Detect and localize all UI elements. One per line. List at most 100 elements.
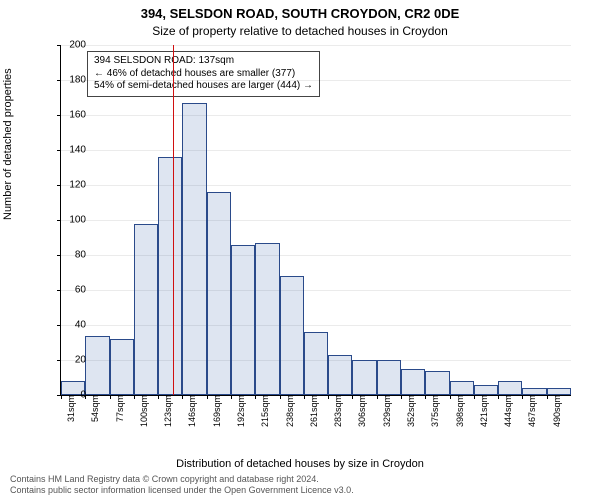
xtick-label: 398sqm	[455, 395, 465, 427]
xtick-mark	[304, 395, 305, 399]
annotation-line: 54% of semi-detached houses are larger (…	[94, 80, 313, 93]
footer-attribution: Contains HM Land Registry data © Crown c…	[10, 474, 354, 496]
xtick-mark	[352, 395, 353, 399]
histogram-bar	[450, 381, 474, 395]
xtick-label: 261sqm	[309, 395, 319, 427]
xtick-mark	[474, 395, 475, 399]
histogram-bar	[425, 371, 449, 396]
gridline	[61, 45, 571, 46]
ytick-mark	[57, 325, 61, 326]
xtick-label: 192sqm	[236, 395, 246, 427]
annotation-box: 394 SELSDON ROAD: 137sqm ← 46% of detach…	[87, 51, 320, 97]
ytick-label: 80	[75, 250, 86, 261]
xtick-label: 31sqm	[66, 395, 76, 422]
histogram-bar	[474, 385, 498, 396]
chart-container: 394, SELSDON ROAD, SOUTH CROYDON, CR2 0D…	[0, 0, 600, 500]
ytick-label: 180	[69, 75, 86, 86]
xtick-mark	[450, 395, 451, 399]
xtick-label: 146sqm	[187, 395, 197, 427]
gridline	[61, 185, 571, 186]
ytick-label: 200	[69, 40, 86, 51]
xtick-label: 467sqm	[527, 395, 537, 427]
annotation-line: 394 SELSDON ROAD: 137sqm	[94, 55, 313, 68]
histogram-bar	[85, 336, 109, 396]
histogram-bar	[328, 355, 352, 395]
histogram-bar	[352, 360, 376, 395]
xtick-label: 306sqm	[357, 395, 367, 427]
footer-line: Contains HM Land Registry data © Crown c…	[10, 474, 354, 485]
ytick-mark	[57, 115, 61, 116]
xtick-label: 169sqm	[212, 395, 222, 427]
plot-area: 394 SELSDON ROAD: 137sqm ← 46% of detach…	[60, 45, 571, 396]
xtick-mark	[231, 395, 232, 399]
histogram-bar	[255, 243, 279, 395]
xtick-label: 421sqm	[479, 395, 489, 427]
histogram-bar	[280, 276, 304, 395]
xtick-label: 375sqm	[430, 395, 440, 427]
xtick-mark	[61, 395, 62, 399]
x-axis-label: Distribution of detached houses by size …	[0, 458, 600, 470]
gridline	[61, 150, 571, 151]
gridline	[61, 115, 571, 116]
histogram-bar	[182, 103, 206, 395]
xtick-label: 215sqm	[260, 395, 270, 427]
ytick-mark	[57, 185, 61, 186]
histogram-bar	[377, 360, 401, 395]
histogram-bar	[304, 332, 328, 395]
histogram-bar	[158, 157, 182, 395]
ytick-label: 60	[75, 285, 86, 296]
ytick-mark	[57, 150, 61, 151]
xtick-label: 490sqm	[552, 395, 562, 427]
xtick-mark	[255, 395, 256, 399]
ytick-mark	[57, 360, 61, 361]
gridline	[61, 220, 571, 221]
xtick-label: 100sqm	[139, 395, 149, 427]
xtick-mark	[522, 395, 523, 399]
gridline	[61, 80, 571, 81]
histogram-bar	[498, 381, 522, 395]
xtick-label: 238sqm	[285, 395, 295, 427]
xtick-label: 54sqm	[90, 395, 100, 422]
xtick-mark	[425, 395, 426, 399]
ytick-label: 100	[69, 215, 86, 226]
xtick-mark	[498, 395, 499, 399]
ytick-label: 120	[69, 180, 86, 191]
xtick-mark	[401, 395, 402, 399]
histogram-bar	[207, 192, 231, 395]
annotation-line: ← 46% of detached houses are smaller (37…	[94, 68, 313, 81]
xtick-mark	[110, 395, 111, 399]
histogram-bar	[401, 369, 425, 395]
ytick-mark	[57, 290, 61, 291]
chart-subtitle: Size of property relative to detached ho…	[0, 24, 600, 38]
xtick-label: 283sqm	[333, 395, 343, 427]
xtick-mark	[134, 395, 135, 399]
ytick-label: 140	[69, 145, 86, 156]
xtick-label: 77sqm	[115, 395, 125, 422]
xtick-mark	[328, 395, 329, 399]
ytick-label: 40	[75, 320, 86, 331]
xtick-mark	[207, 395, 208, 399]
xtick-label: 123sqm	[163, 395, 173, 427]
xtick-mark	[158, 395, 159, 399]
xtick-label: 444sqm	[503, 395, 513, 427]
reference-line	[173, 45, 174, 395]
histogram-bar	[110, 339, 134, 395]
xtick-label: 352sqm	[406, 395, 416, 427]
ytick-label: 20	[75, 355, 86, 366]
histogram-bar	[547, 388, 571, 395]
xtick-label: 329sqm	[382, 395, 392, 427]
ytick-label: 0	[80, 390, 86, 401]
xtick-mark	[377, 395, 378, 399]
histogram-bar	[134, 224, 158, 396]
chart-title: 394, SELSDON ROAD, SOUTH CROYDON, CR2 0D…	[0, 6, 600, 21]
ytick-label: 160	[69, 110, 86, 121]
ytick-mark	[57, 220, 61, 221]
histogram-bar	[231, 245, 255, 396]
ytick-mark	[57, 80, 61, 81]
xtick-mark	[547, 395, 548, 399]
xtick-mark	[280, 395, 281, 399]
y-axis-label: Number of detached properties	[2, 68, 14, 220]
xtick-mark	[182, 395, 183, 399]
footer-line: Contains public sector information licen…	[10, 485, 354, 496]
ytick-mark	[57, 45, 61, 46]
